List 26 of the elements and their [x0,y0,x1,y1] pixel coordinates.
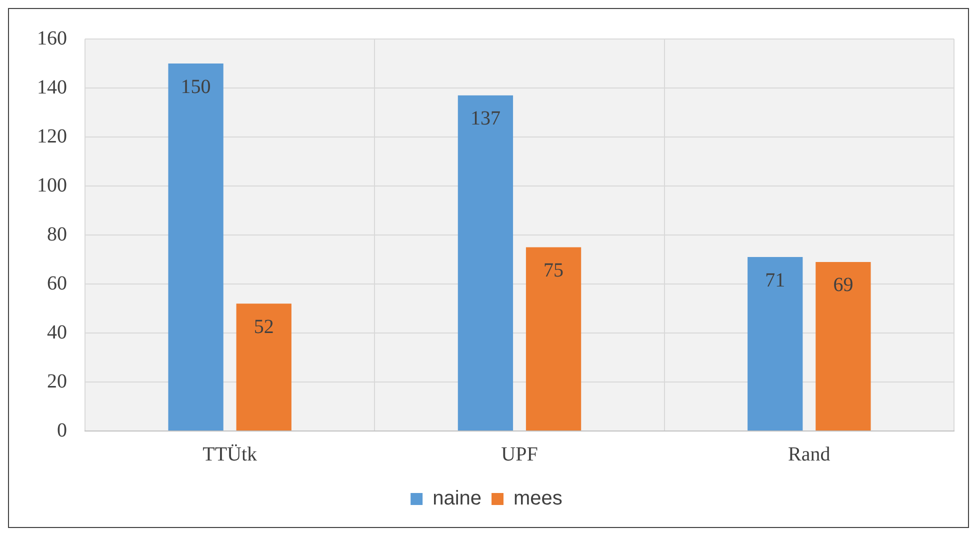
bar [526,247,582,430]
y-tick-label: 0 [57,419,67,442]
bar [816,262,871,430]
legend-label: naine [432,488,482,510]
y-tick-label: 160 [37,27,67,50]
x-tick-label: TTÜtk [202,443,258,466]
y-tick-label: 140 [37,76,67,98]
data-label: 137 [470,108,500,130]
y-tick-label: 80 [47,223,67,246]
bar [168,64,224,430]
data-label: 71 [765,269,786,292]
y-tick-label: 120 [37,125,67,148]
y-tick-label: 40 [47,321,67,344]
legend-label: mees [514,488,562,510]
x-tick-label: UPF [501,443,538,466]
y-tick-label: 100 [37,174,67,196]
data-label: 75 [544,260,564,282]
y-tick-label: 60 [47,272,67,294]
bar [236,304,292,430]
bar [458,95,514,430]
bar [748,257,803,430]
y-tick-label: 20 [47,370,67,392]
data-label: 69 [833,274,854,296]
data-label: 150 [180,76,211,98]
data-label: 52 [254,316,274,338]
x-tick-label: Rand [788,443,830,466]
